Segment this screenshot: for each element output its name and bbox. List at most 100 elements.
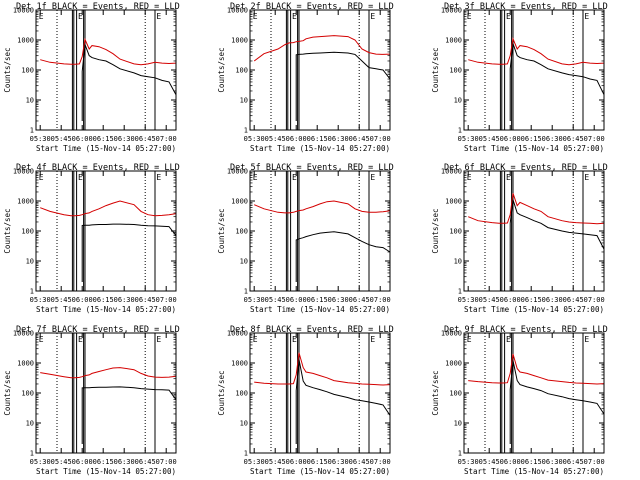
x-tick-label: 06:30 [328,296,349,304]
x-tick-label: 05:30 [244,135,265,143]
x-axis-label: Start Time (15-Nov-14 05:27:00) [464,144,604,153]
x-tick-label: 06:00 [286,296,307,304]
x-tick-label: 06:00 [286,135,307,143]
y-tick-label: 1000 [231,37,248,45]
lld-series-line [468,193,605,225]
flag-mark: E [506,335,511,344]
y-axis-label: Counts/sec [3,370,12,415]
x-tick-label: 05:45 [265,135,286,143]
lld-series-line [254,200,391,214]
x-tick-label: 05:30 [30,458,51,466]
detector-panel: Det 2f BLACK = Events, RED = LLD Counts/s… [217,2,394,153]
y-tick-label: 10 [454,258,462,266]
x-tick-label: 05:45 [265,296,286,304]
y-tick-label: 100 [449,228,462,236]
x-tick-label: 05:30 [244,458,265,466]
x-tick-label: 06:30 [114,135,135,143]
y-tick-label: 10000 [441,168,462,176]
y-axis-label: Counts/sec [217,208,226,253]
x-tick-label: 05:45 [51,135,72,143]
panel-title: Det 1f BLACK = Events, RED = LLD [16,2,180,12]
flag-mark: E [584,12,589,21]
flag-mark: E [253,173,258,182]
x-tick-label: 06:30 [542,458,563,466]
x-tick-label: 07:00 [370,458,391,466]
y-tick-label: 1000 [17,198,34,206]
x-tick-label: 06:45 [135,135,156,143]
y-axis-label: Counts/sec [217,370,226,415]
x-axis-label: Start Time (15-Nov-14 05:27:00) [36,305,176,314]
y-tick-label: 100 [235,67,248,75]
flag-mark: E [467,335,472,344]
x-tick-label: 06:00 [72,458,93,466]
events-series-line [295,231,391,282]
flag-mark: E [370,12,375,21]
x-tick-label: 05:45 [479,135,500,143]
lld-series-line [40,200,177,217]
x-tick-label: 06:30 [328,135,349,143]
plot-frame [463,9,605,131]
x-tick-label: 06:45 [563,296,584,304]
x-tick-label: 06:30 [542,296,563,304]
detector-panel: Det 1f BLACK = Events, RED = LLD Counts/s… [3,2,180,153]
detector-panel: Det 7f BLACK = Events, RED = LLD Counts/s… [3,325,180,476]
y-tick-label: 10000 [227,330,248,338]
y-tick-label: 100 [449,67,462,75]
x-tick-label: 06:45 [563,135,584,143]
x-tick-label: 06:15 [307,458,328,466]
y-axis-label: Counts/sec [431,47,440,92]
panel-title: Det 5f BLACK = Events, RED = LLD [230,163,394,173]
flag-mark: E [370,173,375,182]
x-tick-label: 06:00 [72,296,93,304]
y-tick-label: 1 [30,450,34,458]
detector-panel: Det 8f BLACK = Events, RED = LLD Counts/s… [217,325,394,476]
y-tick-label: 10 [26,420,34,428]
panel-title: Det 7f BLACK = Events, RED = LLD [16,325,180,335]
x-tick-label: 05:45 [479,458,500,466]
x-tick-label: 06:00 [286,458,307,466]
events-series-line [295,359,391,444]
y-tick-label: 100 [21,228,34,236]
events-series-line [509,360,605,444]
y-tick-label: 10 [454,420,462,428]
x-tick-label: 07:00 [156,296,177,304]
x-axis-label: Start Time (15-Nov-14 05:27:00) [36,467,176,476]
y-tick-label: 10 [240,258,248,266]
lld-series-line [254,352,391,386]
x-tick-label: 05:45 [51,296,72,304]
y-axis-label: Counts/sec [217,47,226,92]
y-tick-label: 10 [454,97,462,105]
y-tick-label: 1 [244,450,248,458]
y-tick-label: 10000 [13,330,34,338]
x-tick-label: 06:00 [500,458,521,466]
y-tick-label: 1000 [231,198,248,206]
y-tick-label: 1 [458,288,462,296]
y-tick-label: 1 [244,288,248,296]
panel-title: Det 4f BLACK = Events, RED = LLD [16,163,180,173]
flag-mark: E [467,12,472,21]
x-tick-label: 07:00 [370,135,391,143]
y-tick-label: 10 [240,420,248,428]
detector-panel: Det 6f BLACK = Events, RED = LLD Counts/s… [431,163,608,314]
x-tick-label: 06:30 [114,458,135,466]
y-tick-label: 1000 [445,360,462,368]
x-axis-label: Start Time (15-Nov-14 05:27:00) [250,144,390,153]
x-tick-label: 06:45 [349,135,370,143]
events-series-line [509,199,605,282]
y-tick-label: 1 [458,450,462,458]
plot-frame [249,9,391,131]
x-tick-label: 07:00 [370,296,391,304]
x-tick-label: 06:15 [307,135,328,143]
x-tick-label: 06:00 [500,135,521,143]
x-tick-label: 06:00 [500,296,521,304]
x-tick-label: 06:15 [521,135,542,143]
x-tick-label: 05:30 [30,296,51,304]
detector-panel: Det 9f BLACK = Events, RED = LLD Counts/s… [431,325,608,476]
y-axis-label: Counts/sec [431,208,440,253]
flag-mark: E [253,12,258,21]
x-axis-label: Start Time (15-Nov-14 05:27:00) [464,305,604,314]
y-axis-label: Counts/sec [431,370,440,415]
x-tick-label: 06:15 [307,296,328,304]
